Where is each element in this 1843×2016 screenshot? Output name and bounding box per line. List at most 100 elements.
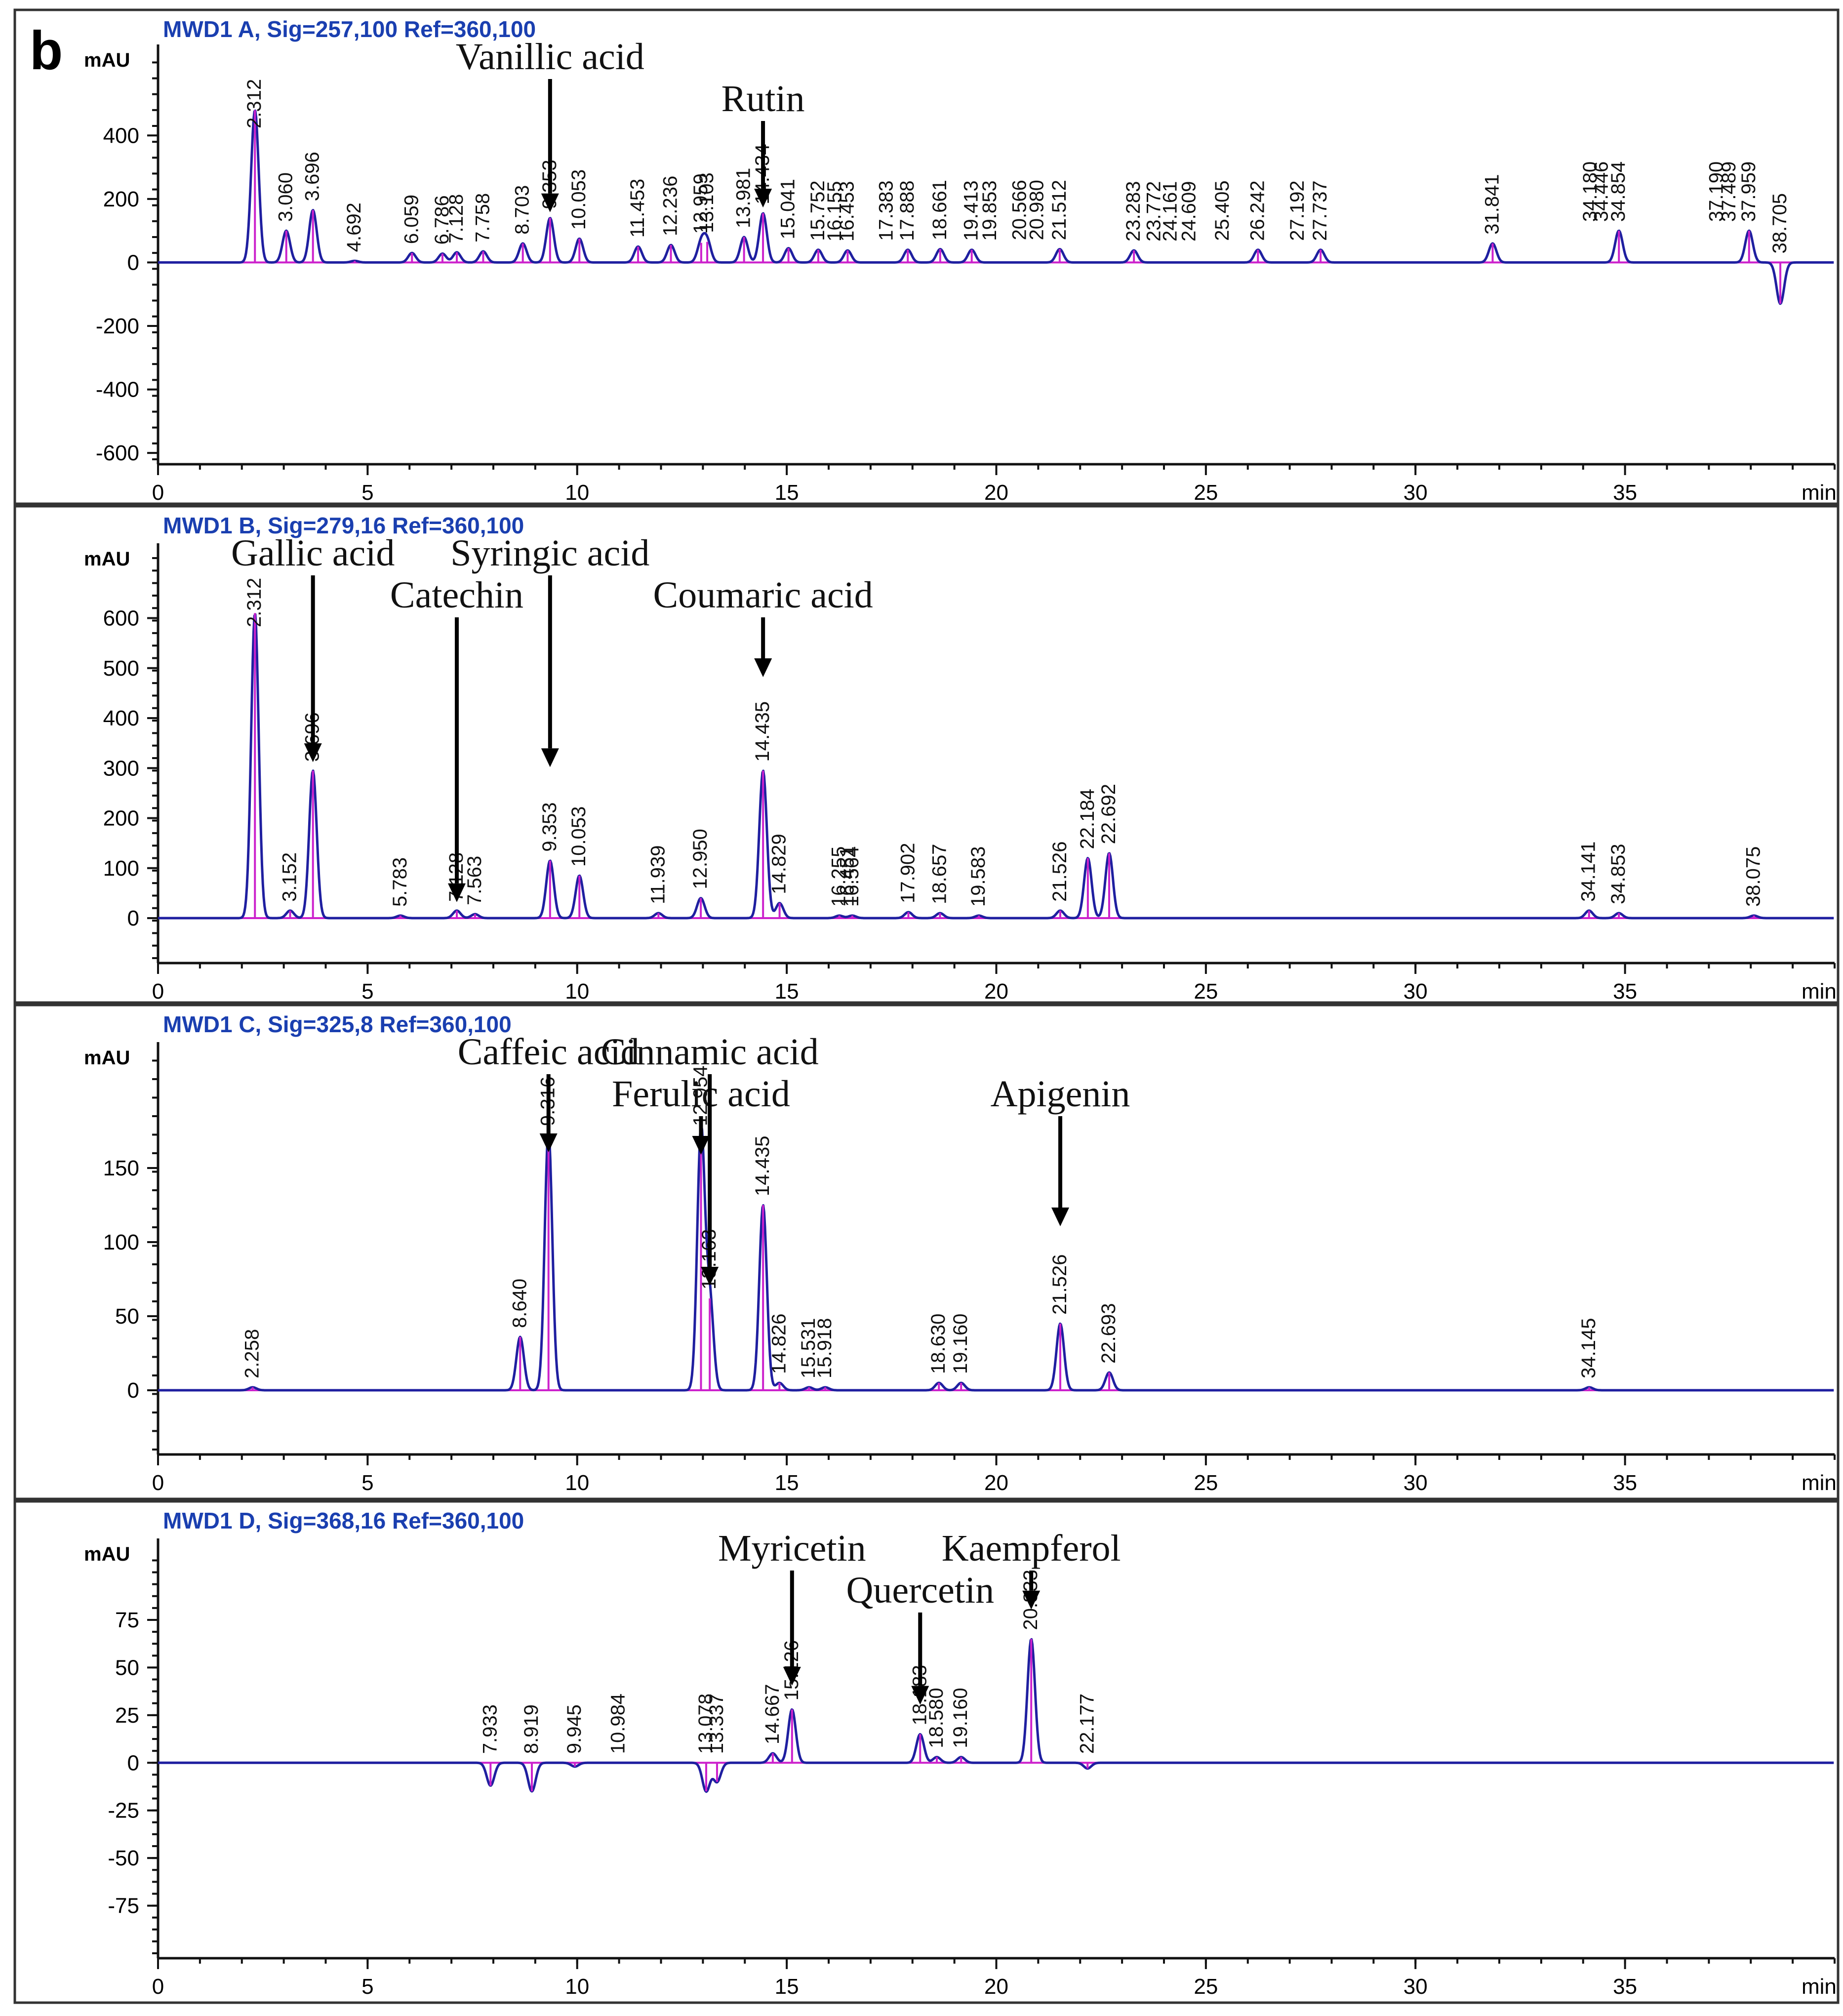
signal-title: MWD1 A, Sig=257,100 Ref=360,100 (163, 16, 536, 42)
peak-rt-label: 22.177 (1076, 1693, 1098, 1754)
x-tick-label: 30 (1403, 979, 1428, 1004)
peak-rt-label: 16.155 (824, 181, 845, 242)
peak-rt-label: 27.192 (1286, 180, 1308, 241)
peak-rt-label: 9.353 (539, 802, 561, 851)
x-tick-label: 5 (361, 481, 373, 505)
peak-rt-label: 13.103 (696, 172, 718, 233)
peak-rt-label: 19.160 (950, 1688, 971, 1748)
signal-title: MWD1 C, Sig=325,8 Ref=360,100 (163, 1011, 512, 1037)
compound-label: Caffeic acid (458, 1031, 640, 1073)
peak-rt-label: 18.630 (927, 1314, 949, 1374)
peak-rt-label: 9.945 (563, 1704, 585, 1754)
peak-rt-label: 20.980 (1026, 180, 1048, 240)
x-tick-label: 20 (984, 979, 1008, 1004)
peak-rt-label: 17.888 (896, 180, 918, 241)
peak-rt-label: 3.152 (279, 852, 301, 902)
annotation-arrowhead (754, 189, 772, 208)
peak-rt-label: 21.526 (1049, 1254, 1071, 1315)
x-tick-label: 0 (152, 1471, 164, 1495)
peak-rt-label: 23.772 (1143, 181, 1165, 242)
peak-rt-label: 13.078 (695, 1693, 717, 1754)
y-tick-label: 0 (127, 250, 139, 275)
compound-label: Vanillic acid (456, 36, 644, 78)
peak-rt-label: 38.075 (1743, 847, 1764, 907)
y-axis-unit: mAU (84, 1543, 130, 1565)
y-tick-label: 150 (103, 1156, 139, 1180)
peak-rt-label: 11.939 (647, 846, 669, 904)
peak-rt-label: 22.692 (1098, 784, 1120, 844)
peak-rt-label: 34.854 (1607, 161, 1629, 222)
compound-label: Myricetin (718, 1528, 866, 1569)
panel-frame (13, 1004, 1840, 1500)
peak-rt-label: 14.435 (752, 1136, 773, 1196)
compound-annotation: Catechin (390, 574, 523, 902)
peak-rt-label: 24.609 (1178, 181, 1200, 242)
annotation-arrowhead (304, 743, 322, 763)
peak-rt-label: 18.661 (929, 180, 951, 240)
peak-rt-label: 34.145 (1578, 1318, 1600, 1378)
panel-letter: b (30, 20, 63, 81)
y-axis-unit: mAU (84, 49, 130, 71)
compound-annotation: Kaempferol (942, 1528, 1121, 1610)
chromatogram-trace (158, 613, 1835, 920)
peak-rt-label: 7.758 (472, 193, 493, 242)
x-tick-label: 20 (984, 481, 1008, 505)
compound-label: Rutin (721, 78, 805, 120)
y-tick-label: 0 (127, 906, 139, 930)
peak-rt-label: 26.242 (1246, 180, 1268, 241)
peak-rt-label: 8.703 (512, 185, 533, 235)
y-tick-label: 50 (115, 1304, 139, 1329)
y-tick-label: -25 (108, 1799, 139, 1823)
panel-frame (13, 505, 1840, 1004)
peak-rt-label: 24.161 (1160, 181, 1181, 242)
annotation-arrowhead (447, 883, 466, 902)
peak-rt-label: 10.053 (568, 806, 590, 867)
peak-rt-label: 6.059 (401, 195, 422, 244)
x-tick-label: 15 (775, 481, 799, 505)
annotation-arrowhead (1022, 1590, 1041, 1610)
compound-label: Gallic acid (231, 532, 395, 574)
signal-title: MWD1 B, Sig=279,16 Ref=360,100 (163, 513, 524, 538)
peak-rt-label: 2.312 (243, 79, 265, 128)
peak-rt-label: 19.583 (967, 847, 989, 907)
peak-rt-label: 14.667 (761, 1684, 783, 1744)
compound-label: Coumaric acid (653, 574, 873, 616)
annotation-arrowhead (692, 1136, 710, 1155)
y-tick-label: 400 (103, 123, 139, 148)
peak-rt-label: 17.902 (897, 843, 919, 903)
y-tick-label: -200 (96, 314, 139, 338)
x-tick-label: 20 (984, 1471, 1008, 1495)
annotation-arrowhead (911, 1686, 929, 1705)
x-tick-label: 25 (1194, 481, 1218, 505)
annotation-arrowhead (783, 1667, 801, 1686)
x-axis-unit: min (1802, 1471, 1837, 1495)
peak-rt-label: 8.640 (509, 1279, 530, 1328)
y-tick-label: 0 (127, 1751, 139, 1775)
x-tick-label: 15 (775, 1975, 799, 1999)
peak-rt-label: 2.312 (243, 578, 265, 627)
compound-label: Apigenin (991, 1073, 1130, 1115)
peak-rt-label: 27.737 (1309, 180, 1331, 241)
y-axis-unit: mAU (84, 1047, 130, 1069)
x-tick-label: 35 (1613, 481, 1637, 505)
y-tick-label: 200 (103, 806, 139, 831)
peak-rt-label: 6.786 (431, 195, 453, 244)
chromatogram-trace (158, 1123, 1835, 1392)
peak-rt-label: 18.657 (929, 844, 951, 904)
compound-annotation: Cinnamic acid (601, 1031, 819, 1286)
x-tick-label: 35 (1613, 1975, 1637, 1999)
x-tick-label: 10 (565, 979, 589, 1004)
peak-rt-label: 14.435 (752, 701, 773, 762)
y-tick-label: -75 (108, 1894, 139, 1918)
peak-rt-label: 38.705 (1769, 193, 1791, 253)
annotation-arrowhead (1051, 1208, 1070, 1226)
compound-label: Cinnamic acid (601, 1031, 819, 1073)
signal-title: MWD1 D, Sig=368,16 Ref=360,100 (163, 1508, 524, 1533)
compound-annotation: Myricetin (718, 1528, 866, 1686)
peak-rt-label: 16.564 (841, 847, 863, 907)
x-tick-label: 0 (152, 1975, 164, 1999)
peak-rt-label: 21.512 (1048, 180, 1070, 240)
y-tick-label: 75 (115, 1608, 139, 1632)
x-tick-label: 10 (565, 1471, 589, 1495)
y-tick-label: -50 (108, 1846, 139, 1870)
